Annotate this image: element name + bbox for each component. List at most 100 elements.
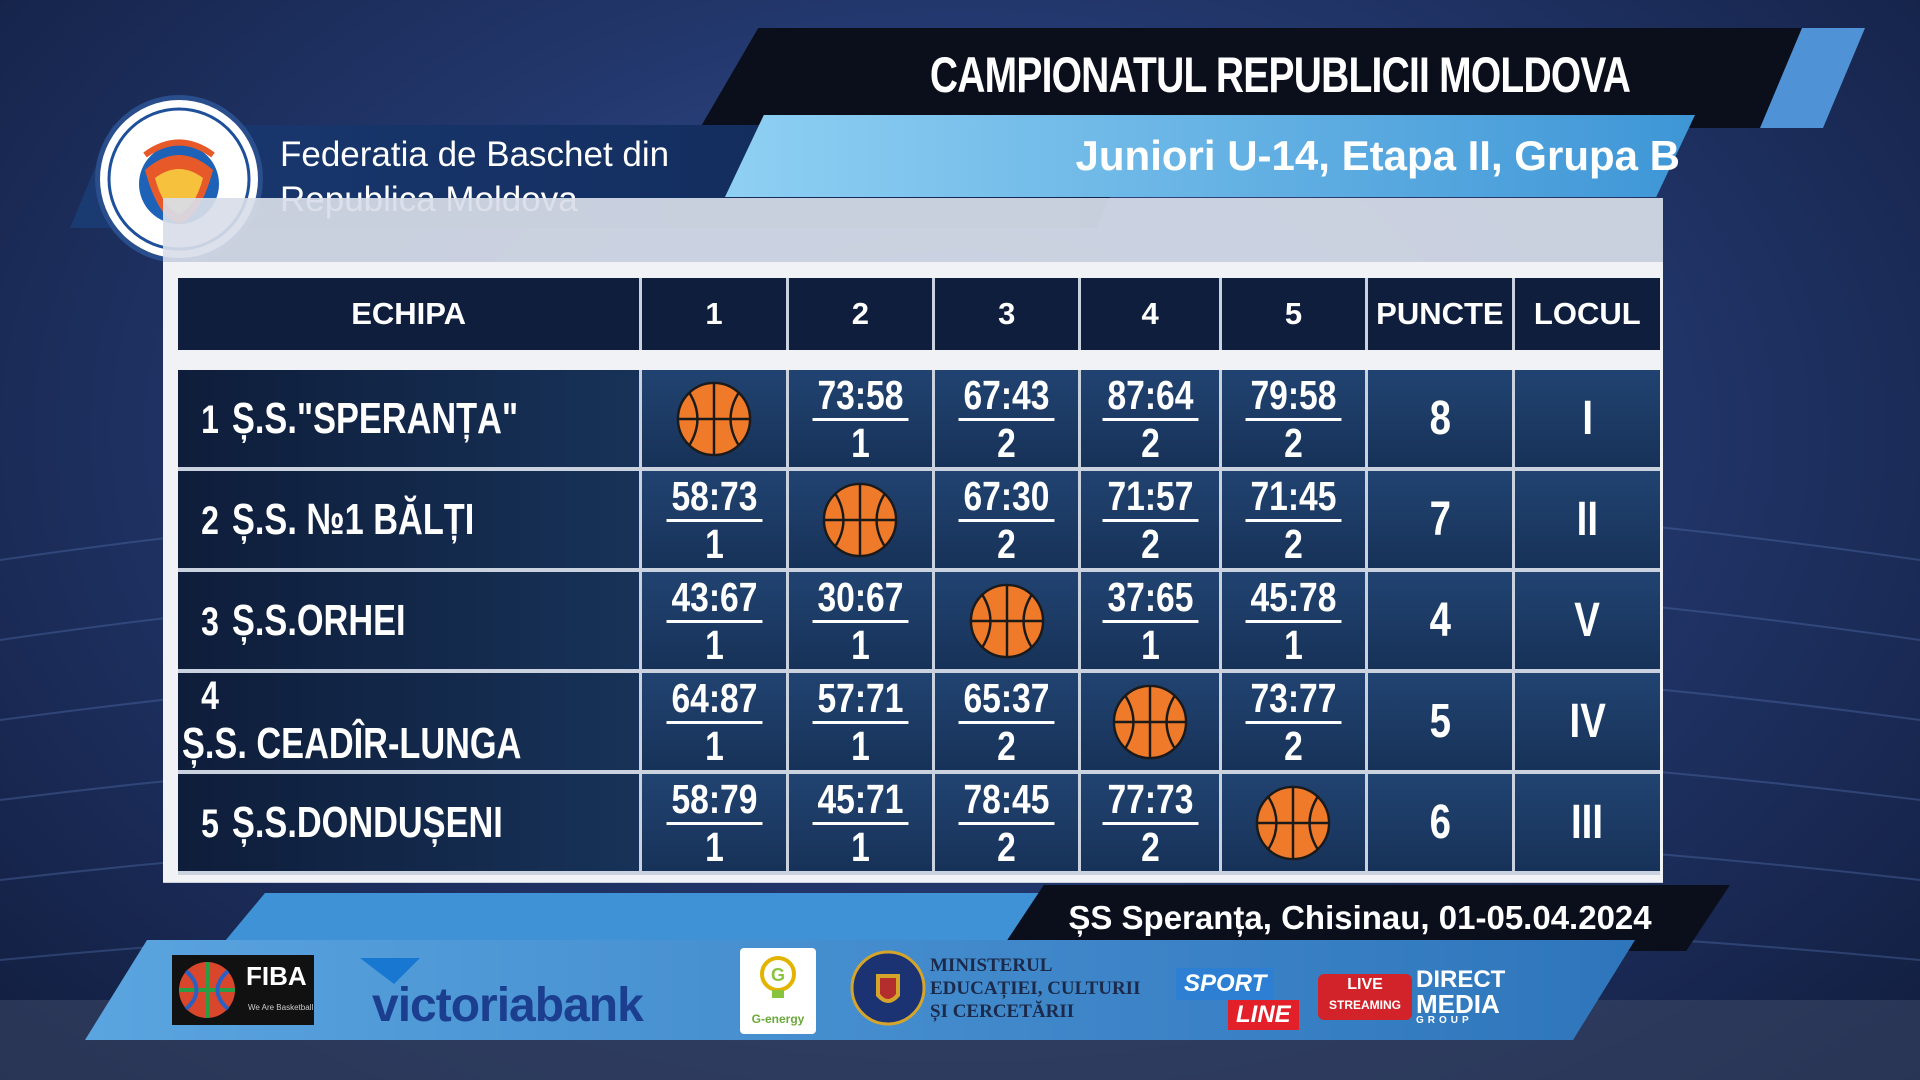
ministry-line-2: EDUCAȚIEI, CULTURII (930, 978, 1141, 999)
result-cell: 73:58 1 (788, 370, 936, 471)
result-cell: 45:78 1 (1221, 572, 1369, 673)
ministry-line-3: ȘI CERCETĂRII (930, 1001, 1075, 1022)
event-location: ȘS Speranța, Chisinau, 01-05.04.2024 (1068, 899, 1652, 936)
result-cell: 58:79 1 (642, 774, 789, 875)
match-result: 78:45 2 (948, 776, 1065, 869)
table-header-row: ECHIPA 1 2 3 4 5 PUNCTE LOCUL (178, 278, 1660, 350)
team-number: 5 (201, 801, 219, 846)
result-cell: 77:73 2 (1081, 774, 1222, 875)
match-score: 30:67 (812, 574, 909, 623)
team-points: 4 (1429, 594, 1451, 647)
basketball-icon (676, 381, 752, 456)
svg-text:G: G (771, 965, 785, 985)
title-band (700, 28, 1865, 128)
match-result: 37:65 1 (1092, 574, 1209, 667)
points-cell: 5 (1368, 673, 1515, 774)
streaming-text: STREAMING (1329, 998, 1401, 1012)
header-col-2: 2 (788, 278, 936, 350)
match-score: 45:78 (1245, 574, 1342, 623)
result-cell: 71:45 2 (1221, 471, 1369, 572)
match-result: 43:67 1 (656, 574, 773, 667)
place-cell: III (1514, 774, 1660, 875)
match-points: 1 (850, 622, 870, 668)
match-result: 73:77 2 (1235, 675, 1352, 768)
points-cell: 6 (1368, 774, 1515, 875)
result-cell: 58:73 1 (642, 471, 789, 572)
team-place: III (1571, 796, 1604, 849)
match-result: 58:79 1 (656, 776, 773, 869)
match-result: 58:73 1 (656, 473, 773, 566)
match-points: 1 (1140, 622, 1160, 668)
place-cell: IV (1514, 673, 1660, 774)
team-cell: 3 Ș.S.ORHEI (178, 572, 643, 673)
match-points: 1 (704, 723, 724, 769)
match-score: 65:37 (958, 675, 1055, 724)
basketball-icon (969, 583, 1045, 658)
match-points: 2 (1284, 723, 1303, 769)
match-result: 67:30 2 (948, 473, 1065, 566)
header-col-3: 3 (935, 278, 1082, 350)
result-cell: 65:37 2 (935, 673, 1082, 774)
team-points: 5 (1429, 695, 1451, 748)
fiba-tagline: We Are Basketball (248, 1003, 314, 1012)
ministry-line-1: MINISTERUL (930, 955, 1053, 976)
result-cell: 45:71 1 (788, 774, 936, 875)
match-score: 87:64 (1102, 372, 1199, 421)
team-name: Ș.S."SPERANȚA" (232, 393, 519, 443)
match-result: 73:58 1 (802, 372, 919, 465)
team-cell: 5 Ș.S.DONDUȘENI (178, 774, 643, 875)
match-points: 2 (1284, 420, 1303, 466)
match-points: 1 (1284, 622, 1303, 668)
result-cell: 43:67 1 (642, 572, 789, 673)
genergy-bulb-icon: G (760, 956, 796, 998)
basketball-icon (823, 482, 898, 557)
place-cell: V (1514, 572, 1660, 673)
victoriabank-check-icon (360, 958, 420, 984)
match-result: 30:67 1 (802, 574, 919, 667)
result-cell: 67:30 2 (935, 471, 1082, 572)
match-result: 67:43 2 (948, 372, 1065, 465)
table-row: 1 Ș.S."SPERANȚA" 73:58 1 67:43 2 87:64 2 79:58 2 8… (178, 370, 1660, 471)
direct-media-text: DIRECT MEDIA GROUP (1416, 968, 1505, 1026)
result-cell: 37:65 1 (1081, 572, 1222, 673)
match-score: 78:45 (958, 776, 1055, 825)
match-points: 2 (997, 824, 1017, 870)
team-place: IV (1569, 695, 1606, 748)
match-points: 2 (997, 420, 1017, 466)
team-cell: 4Ș.S. CEADÎR-LUNGA (178, 673, 643, 774)
self-match-cell (1081, 673, 1222, 774)
ministry-logo: MINISTERUL EDUCAȚIEI, CULTURII ȘI CERCET… (850, 950, 1150, 1030)
header-place: LOCUL (1514, 278, 1660, 350)
ministry-seal-icon (850, 950, 926, 1026)
dm-text-1: DIRECT (1416, 966, 1506, 993)
team-number: 4 (201, 674, 219, 718)
match-score: 58:79 (666, 776, 762, 825)
match-score: 58:73 (666, 473, 762, 522)
header-team: ECHIPA (178, 278, 643, 350)
match-points: 2 (1140, 521, 1160, 567)
match-result: 71:57 2 (1092, 473, 1209, 566)
match-score: 73:58 (812, 372, 909, 421)
team-number: 1 (201, 397, 219, 442)
federation-line-1: Federatia de Baschet din (280, 135, 670, 174)
place-cell: I (1514, 370, 1660, 471)
dm-text-3: GROUP (1416, 1015, 1473, 1026)
header-points: PUNCTE (1368, 278, 1515, 350)
team-number: 3 (201, 599, 219, 644)
match-points: 2 (997, 521, 1017, 567)
match-result: 71:45 2 (1235, 473, 1352, 566)
match-result: 45:78 1 (1235, 574, 1352, 667)
match-points: 2 (997, 723, 1017, 769)
points-cell: 4 (1368, 572, 1515, 673)
standings-table: ECHIPA 1 2 3 4 5 PUNCTE LOCUL 1 Ș.S."SPER… (178, 278, 1660, 875)
result-cell: 64:87 1 (642, 673, 789, 774)
match-score: 45:71 (812, 776, 909, 825)
header-col-1: 1 (642, 278, 789, 350)
match-score: 67:43 (958, 372, 1055, 421)
table-row: 5 Ș.S.DONDUȘENI 58:79 1 45:71 1 78:45 2 77:73 2 6 I… (178, 774, 1660, 875)
team-name: Ș.S. CEADÎR-LUNGA (182, 719, 522, 768)
page-title: CAMPIONATUL REPUBLICII MOLDOVA 2023/2024 (929, 47, 1631, 173)
team-cell: 2 Ș.S. №1 BĂLȚI (178, 471, 643, 572)
sportline-text-1: SPORT (1176, 968, 1275, 1000)
self-match-cell (642, 370, 789, 471)
